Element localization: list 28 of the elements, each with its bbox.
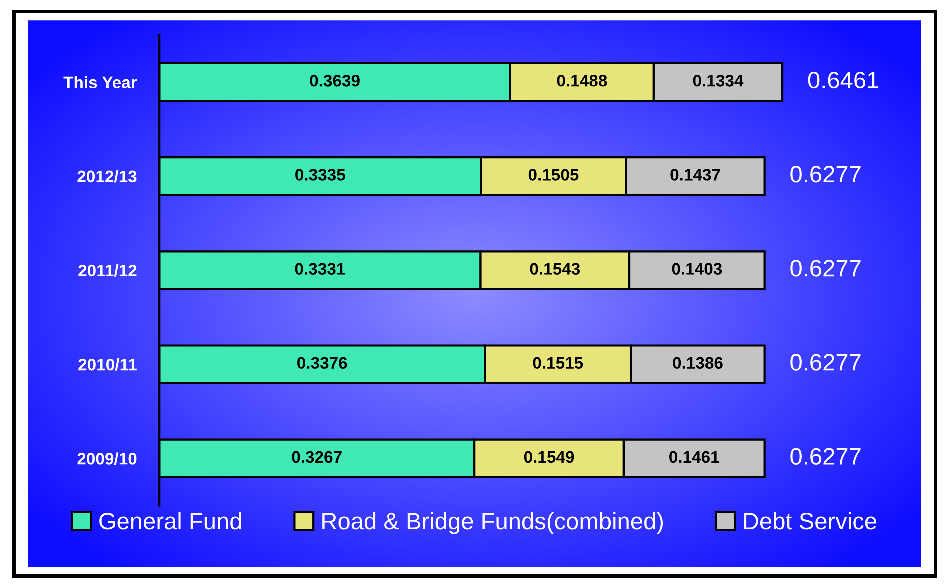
data-label: 0.1461 — [670, 451, 720, 464]
data-label: 0.1543 — [530, 263, 580, 275]
y-tick-label: 2012/13 — [78, 170, 137, 183]
data-label: 0.1505 — [528, 169, 579, 181]
data-label: 0.1334 — [693, 74, 744, 87]
data-label: 0.1549 — [524, 451, 574, 464]
data-label: 0.1488 — [557, 74, 608, 87]
total-label: 0.6277 — [790, 166, 861, 183]
data-label: 0.1437 — [670, 169, 720, 181]
data-label: 0.3335 — [296, 169, 346, 181]
data-label: 0.3376 — [298, 357, 348, 370]
data-label: 0.1386 — [673, 357, 723, 370]
data-label: 0.1403 — [672, 263, 722, 275]
legend-label: Debt Service — [744, 512, 877, 530]
legend-label: Road & Bridge Funds(combined) — [322, 512, 664, 534]
total-label: 0.6461 — [808, 72, 879, 89]
total-label: 0.6277 — [790, 448, 861, 465]
y-tick-label: 2009/10 — [78, 452, 137, 466]
total-label: 0.6277 — [790, 354, 861, 371]
data-label: 0.1515 — [533, 357, 584, 370]
y-tick-label: 2011/12 — [78, 264, 137, 277]
total-label: 0.6277 — [790, 260, 861, 277]
data-label: 0.3639 — [310, 74, 360, 87]
legend-label: General Fund — [100, 512, 242, 530]
data-label: 0.3267 — [292, 451, 342, 464]
y-tick-label: This Year — [64, 76, 138, 89]
data-label: 0.3331 — [295, 263, 346, 275]
y-tick-label: 2010/11 — [78, 358, 137, 371]
